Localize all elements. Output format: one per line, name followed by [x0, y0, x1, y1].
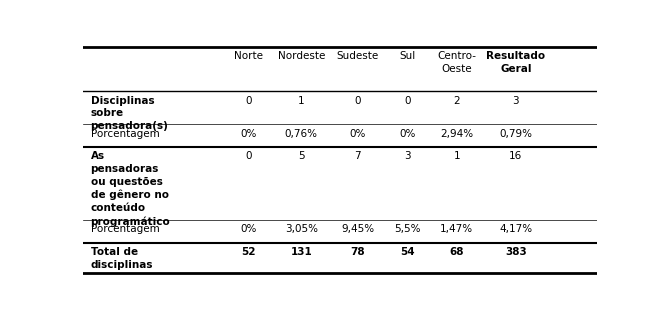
- Text: Nordeste: Nordeste: [278, 51, 325, 61]
- Text: 0,76%: 0,76%: [284, 129, 318, 138]
- Text: 9,45%: 9,45%: [341, 224, 375, 235]
- Text: 0: 0: [355, 96, 361, 106]
- Text: 0%: 0%: [349, 129, 366, 138]
- Text: 3: 3: [404, 151, 411, 161]
- Text: 54: 54: [400, 247, 415, 257]
- Text: 383: 383: [505, 247, 526, 257]
- Text: 2,94%: 2,94%: [440, 129, 473, 138]
- Text: 131: 131: [290, 247, 312, 257]
- Text: 2: 2: [453, 96, 460, 106]
- Text: 3: 3: [512, 96, 519, 106]
- Text: 0%: 0%: [241, 224, 257, 235]
- Text: 0: 0: [245, 151, 252, 161]
- Text: 16: 16: [509, 151, 522, 161]
- Text: 1: 1: [453, 151, 460, 161]
- Text: 0,79%: 0,79%: [499, 129, 532, 138]
- Text: Norte: Norte: [234, 51, 263, 61]
- Text: 68: 68: [450, 247, 464, 257]
- Text: As
pensadoras
ou questões
de gênero no
conteúdo
programático: As pensadoras ou questões de gênero no c…: [91, 151, 170, 227]
- Text: Sudeste: Sudeste: [337, 51, 379, 61]
- Text: 0: 0: [245, 96, 252, 106]
- Text: Porcentagem: Porcentagem: [91, 129, 159, 138]
- Text: 7: 7: [355, 151, 361, 161]
- Text: Porcentagem: Porcentagem: [91, 224, 159, 235]
- Text: 78: 78: [351, 247, 365, 257]
- Text: 5,5%: 5,5%: [394, 224, 421, 235]
- Text: Disciplinas
sobre
pensadora(s): Disciplinas sobre pensadora(s): [91, 96, 168, 131]
- Text: Sul: Sul: [400, 51, 416, 61]
- Text: 52: 52: [241, 247, 256, 257]
- Text: 3,05%: 3,05%: [284, 224, 318, 235]
- Text: 5: 5: [298, 151, 304, 161]
- Text: 1,47%: 1,47%: [440, 224, 473, 235]
- Text: 0: 0: [404, 96, 411, 106]
- Text: 4,17%: 4,17%: [499, 224, 532, 235]
- Text: Centro-
Oeste: Centro- Oeste: [437, 51, 476, 73]
- Text: 0%: 0%: [400, 129, 416, 138]
- Text: 0%: 0%: [241, 129, 257, 138]
- Text: Resultado
Geral: Resultado Geral: [486, 51, 546, 73]
- Text: Total de
disciplinas: Total de disciplinas: [91, 247, 153, 270]
- Text: 1: 1: [298, 96, 304, 106]
